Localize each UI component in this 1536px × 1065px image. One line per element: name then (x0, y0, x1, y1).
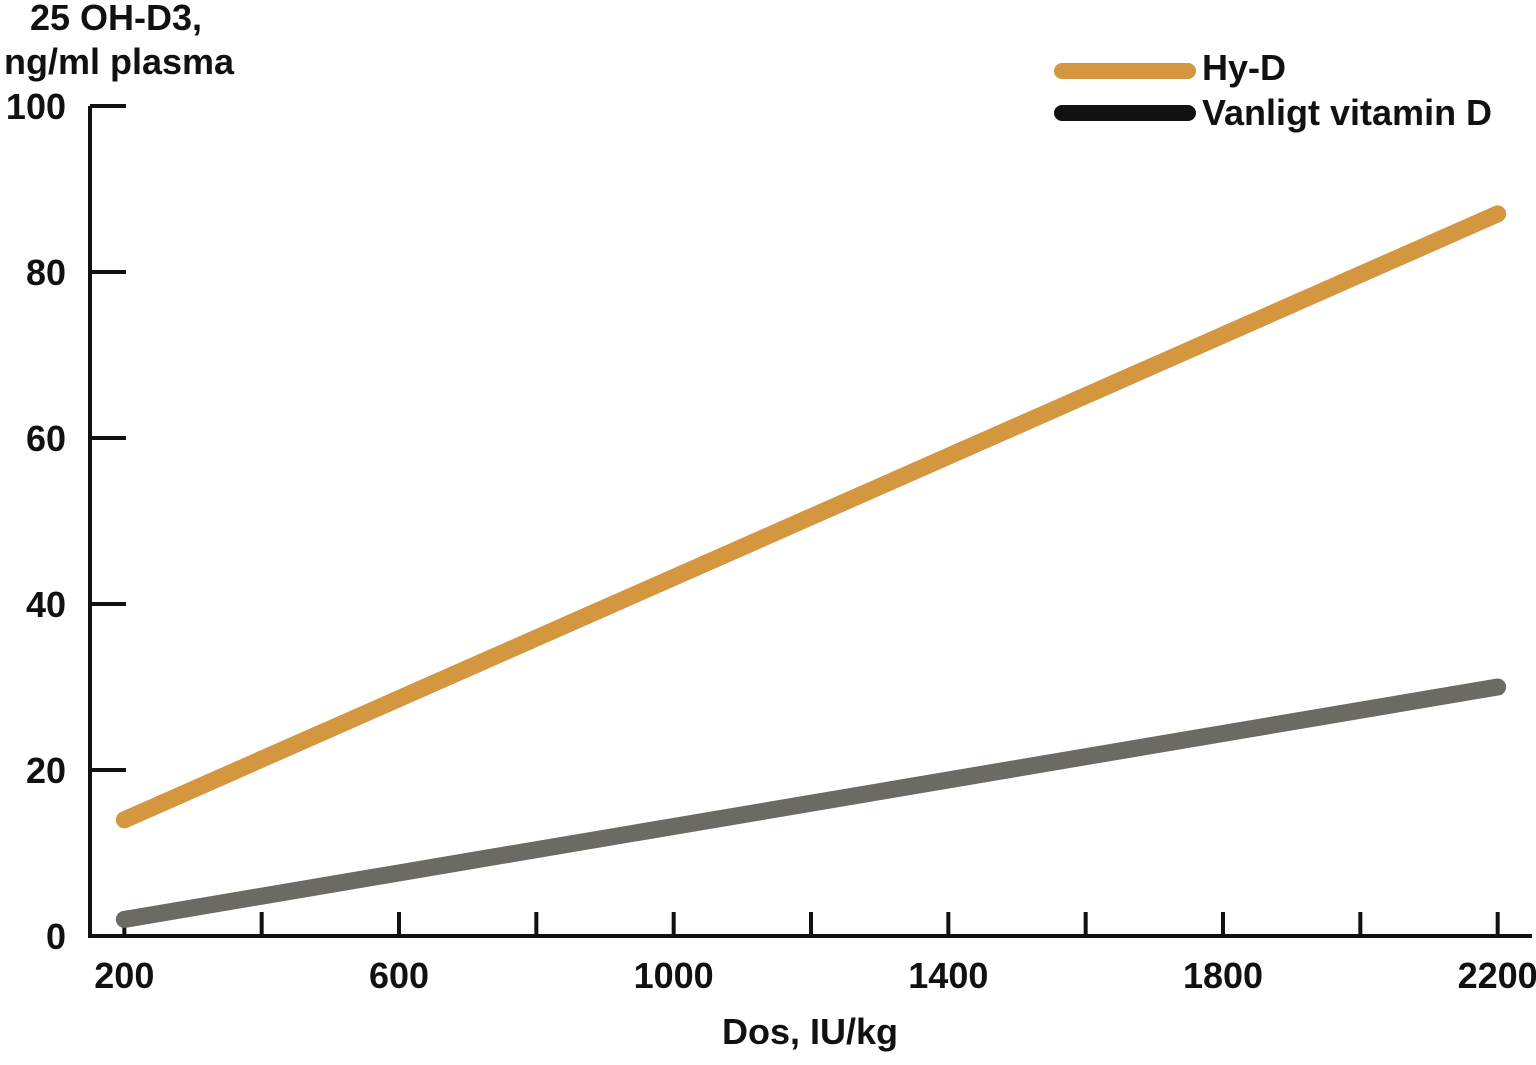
y-tick-label-60: 60 (26, 418, 66, 459)
x-tick-label-600: 600 (369, 955, 429, 996)
series-lines (115, 205, 1507, 928)
series-line-0 (115, 205, 1507, 829)
y-axis-title-line2: ng/ml plasma (4, 41, 235, 82)
legend: Hy-D Vanligt vitamin D (1054, 47, 1492, 133)
y-tick-label-100: 100 (6, 86, 66, 127)
y-tick-label-40: 40 (26, 584, 66, 625)
x-tick-label-1000: 1000 (634, 955, 714, 996)
y-tick-label-0: 0 (46, 916, 66, 957)
y-axis-ticks: 0 20 40 60 80 100 (6, 86, 126, 957)
y-tick-label-80: 80 (26, 252, 66, 293)
x-tick-label-1800: 1800 (1183, 955, 1263, 996)
x-axis-ticks: 200 600 1000 1400 1800 2200 (94, 912, 1536, 996)
legend-label-hy-d: Hy-D (1202, 47, 1286, 88)
y-axis-title-line1: 25 OH-D3, (30, 0, 202, 38)
x-tick-label-200: 200 (94, 955, 154, 996)
legend-label-vanligt-vitamin-d: Vanligt vitamin D (1202, 92, 1492, 133)
x-tick-label-2200: 2200 (1458, 955, 1536, 996)
x-axis-title: Dos, IU/kg (722, 1011, 898, 1052)
y-tick-label-20: 20 (26, 750, 66, 791)
x-tick-label-1400: 1400 (908, 955, 988, 996)
series-line-1 (115, 678, 1507, 928)
